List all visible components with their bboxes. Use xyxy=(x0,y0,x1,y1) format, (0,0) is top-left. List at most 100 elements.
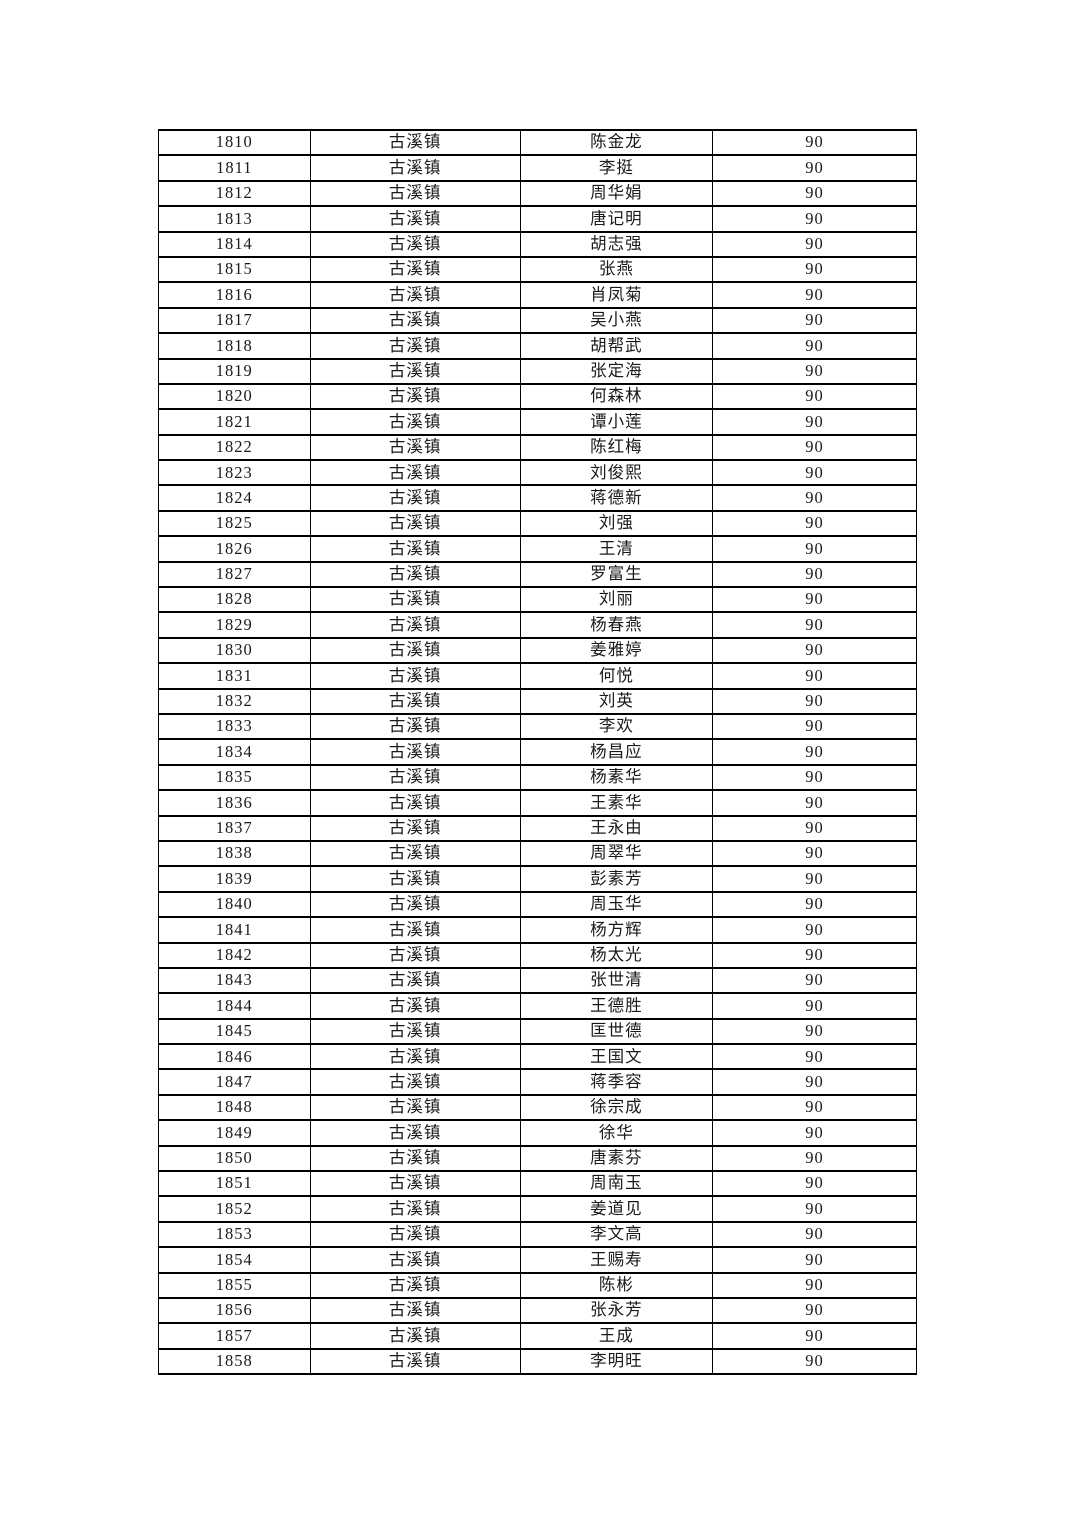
score-cell: 90 xyxy=(712,789,917,817)
table-row: 1845 古溪镇 匡世德 90 xyxy=(158,1017,917,1046)
row-number-cell: 1825 xyxy=(158,509,311,538)
town-cell: 古溪镇 xyxy=(309,509,521,538)
town-cell: 古溪镇 xyxy=(309,1296,521,1325)
name-cell: 杨方辉 xyxy=(519,916,714,944)
score-cell: 90 xyxy=(712,433,917,462)
town-cell: 古溪镇 xyxy=(309,1246,521,1274)
score-cell: 90 xyxy=(712,205,917,233)
name-cell: 张永芳 xyxy=(519,1296,714,1325)
row-number-cell: 1815 xyxy=(158,255,311,284)
row-number-cell: 1847 xyxy=(158,1068,311,1096)
name-cell: 李欢 xyxy=(519,712,714,741)
town-cell: 古溪镇 xyxy=(309,1347,521,1376)
row-number-cell: 1849 xyxy=(158,1119,311,1147)
table-row: 1817 古溪镇 吴小燕 90 xyxy=(158,306,917,335)
name-cell: 李文高 xyxy=(519,1220,714,1249)
town-cell: 古溪镇 xyxy=(309,1220,521,1249)
town-cell: 古溪镇 xyxy=(309,1043,521,1071)
score-cell: 90 xyxy=(712,1068,917,1096)
score-cell: 90 xyxy=(712,459,917,487)
town-cell: 古溪镇 xyxy=(309,1093,521,1122)
town-cell: 古溪镇 xyxy=(309,1119,521,1147)
name-cell: 谭小莲 xyxy=(519,408,714,436)
table-row: 1847 古溪镇 蒋季容 90 xyxy=(158,1068,917,1096)
table-row: 1852 古溪镇 姜道见 90 xyxy=(158,1195,917,1223)
row-number-cell: 1853 xyxy=(158,1220,311,1249)
row-number-cell: 1820 xyxy=(158,382,311,411)
score-cell: 90 xyxy=(712,382,917,411)
name-cell: 王成 xyxy=(519,1322,714,1350)
score-cell: 90 xyxy=(712,1195,917,1223)
table-row: 1814 古溪镇 胡志强 90 xyxy=(158,230,917,258)
score-cell: 90 xyxy=(712,916,917,944)
name-cell: 张定海 xyxy=(519,357,714,385)
town-cell: 古溪镇 xyxy=(309,712,521,741)
name-cell: 蒋德新 xyxy=(519,484,714,512)
town-cell: 古溪镇 xyxy=(309,128,521,157)
town-cell: 古溪镇 xyxy=(309,560,521,589)
score-cell: 90 xyxy=(712,357,917,385)
score-cell: 90 xyxy=(712,484,917,512)
score-cell: 90 xyxy=(712,1017,917,1046)
name-cell: 李明旺 xyxy=(519,1347,714,1376)
name-cell: 王素华 xyxy=(519,789,714,817)
town-cell: 古溪镇 xyxy=(309,205,521,233)
town-cell: 古溪镇 xyxy=(309,941,521,969)
name-cell: 胡帮武 xyxy=(519,332,714,360)
score-cell: 90 xyxy=(712,1246,917,1274)
table-row: 1829 古溪镇 杨春燕 90 xyxy=(158,611,917,639)
row-number-cell: 1835 xyxy=(158,763,311,792)
name-cell: 罗富生 xyxy=(519,560,714,589)
table-row: 1818 古溪镇 胡帮武 90 xyxy=(158,332,917,360)
row-number-cell: 1831 xyxy=(158,662,311,690)
row-number-cell: 1829 xyxy=(158,611,311,639)
name-cell: 杨春燕 xyxy=(519,611,714,639)
table-row: 1812 古溪镇 周华娟 90 xyxy=(158,179,917,208)
name-cell: 徐华 xyxy=(519,1119,714,1147)
score-cell: 90 xyxy=(712,1271,917,1299)
score-cell: 90 xyxy=(712,1119,917,1147)
table-row: 1838 古溪镇 周翠华 90 xyxy=(158,839,917,868)
row-number-cell: 1826 xyxy=(158,535,311,563)
town-cell: 古溪镇 xyxy=(309,230,521,258)
row-number-cell: 1855 xyxy=(158,1271,311,1299)
score-cell: 90 xyxy=(712,814,917,842)
town-cell: 古溪镇 xyxy=(309,611,521,639)
town-cell: 古溪镇 xyxy=(309,966,521,995)
score-cell: 90 xyxy=(712,509,917,538)
town-cell: 古溪镇 xyxy=(309,1322,521,1350)
score-cell: 90 xyxy=(712,1144,917,1173)
name-cell: 吴小燕 xyxy=(519,306,714,335)
score-cell: 90 xyxy=(712,306,917,335)
score-cell: 90 xyxy=(712,332,917,360)
table-row: 1822 古溪镇 陈红梅 90 xyxy=(158,433,917,462)
name-cell: 周翠华 xyxy=(519,839,714,868)
town-cell: 古溪镇 xyxy=(309,535,521,563)
table-row: 1827 古溪镇 罗富生 90 xyxy=(158,560,917,589)
score-cell: 90 xyxy=(712,255,917,284)
score-cell: 90 xyxy=(712,1043,917,1071)
name-cell: 张世清 xyxy=(519,966,714,995)
name-cell: 蒋季容 xyxy=(519,1068,714,1096)
row-number-cell: 1858 xyxy=(158,1347,311,1376)
score-cell: 90 xyxy=(712,611,917,639)
name-cell: 肖凤菊 xyxy=(519,281,714,309)
table-row: 1823 古溪镇 刘俊熙 90 xyxy=(158,459,917,487)
score-cell: 90 xyxy=(712,179,917,208)
row-number-cell: 1833 xyxy=(158,712,311,741)
row-number-cell: 1838 xyxy=(158,839,311,868)
table-row: 1832 古溪镇 刘英 90 xyxy=(158,687,917,715)
name-cell: 胡志强 xyxy=(519,230,714,258)
score-cell: 90 xyxy=(712,1170,917,1198)
name-cell: 杨昌应 xyxy=(519,738,714,766)
row-number-cell: 1814 xyxy=(158,230,311,258)
name-cell: 何森林 xyxy=(519,382,714,411)
table-row: 1815 古溪镇 张燕 90 xyxy=(158,255,917,284)
name-cell: 王国文 xyxy=(519,1043,714,1071)
score-cell: 90 xyxy=(712,636,917,665)
table-row: 1842 古溪镇 杨太光 90 xyxy=(158,941,917,969)
name-cell: 杨太光 xyxy=(519,941,714,969)
town-cell: 古溪镇 xyxy=(309,281,521,309)
town-cell: 古溪镇 xyxy=(309,1017,521,1046)
town-cell: 古溪镇 xyxy=(309,890,521,919)
